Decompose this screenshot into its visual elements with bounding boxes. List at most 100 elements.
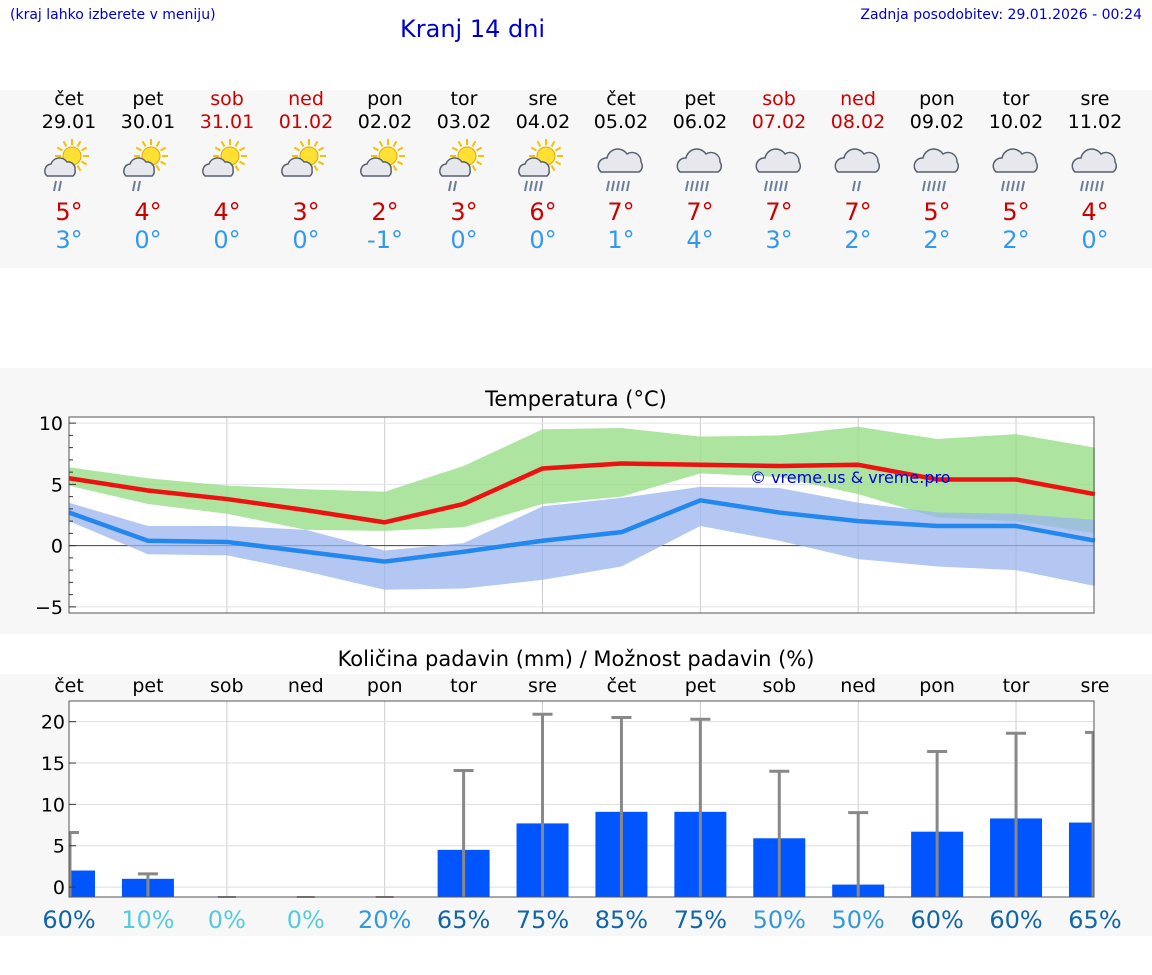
day-date: 03.02 (436, 111, 492, 133)
sun-cloud-icon (281, 139, 326, 177)
min-temperature: 0° (1081, 226, 1109, 254)
sun-cloud-icon (202, 139, 247, 177)
max-temperature: 4° (213, 198, 241, 226)
weather-icon-svg (281, 139, 326, 177)
weather-icon-svg (597, 148, 644, 192)
precipitation-probability: 0% (287, 906, 325, 934)
weather-icon-cell (424, 136, 504, 196)
day-label: pet (685, 675, 716, 697)
day-date: 08.02 (830, 111, 886, 133)
day-label: ned (840, 675, 876, 697)
max-temperature: 4° (134, 198, 162, 226)
cloud-heavy-rain-icon (676, 148, 723, 192)
weather-icon-cell (1055, 136, 1135, 196)
precipitation-chart-title: Količina padavin (mm) / Možnost padavin … (337, 647, 815, 671)
min-temperature: 0° (292, 226, 320, 254)
precipitation-bar (69, 870, 95, 897)
max-temperature: 5° (923, 198, 951, 226)
sun-cloud-rain-icon (439, 139, 484, 192)
day-date: 02.02 (357, 111, 413, 133)
weather-icon-svg (913, 148, 960, 192)
weather-icon-cell (660, 136, 740, 196)
min-temperature: 3° (55, 226, 83, 254)
location-hint: (kraj lahko izberete v meniju) (10, 7, 216, 23)
day-date: 07.02 (751, 111, 807, 133)
max-temperature: 2° (371, 198, 399, 226)
weather-icon-svg (360, 139, 405, 177)
min-temperature: 4° (686, 226, 714, 254)
day-label: pon (367, 675, 403, 697)
weather-icon-cell (581, 136, 661, 196)
day-name: sob (210, 88, 244, 110)
day-date: 01.02 (278, 111, 334, 133)
weather-icon-cell (739, 136, 819, 196)
forecast-band (0, 90, 1152, 268)
min-temperature: 2° (923, 226, 951, 254)
day-name: tor (450, 88, 478, 110)
day-label: čet (607, 675, 637, 697)
day-name: sre (1080, 88, 1110, 110)
sun-cloud-heavy-rain-icon (518, 139, 563, 192)
max-temperature: 7° (607, 198, 635, 226)
weather-icon-cell (345, 136, 425, 196)
weather-icon-cell (503, 136, 583, 196)
weather-icon-cell (187, 136, 267, 196)
weather-icon-cell (976, 136, 1056, 196)
sun-cloud-rain-icon (123, 139, 168, 192)
max-temperature: 7° (844, 198, 872, 226)
weather-icon-cell (108, 136, 188, 196)
y-tick-label: −5 (35, 597, 63, 619)
day-name: ned (288, 88, 324, 110)
precipitation-probability: 20% (358, 906, 411, 934)
cloud-rain-icon (834, 148, 881, 192)
temperature-chart-title: Temperatura (°C) (485, 387, 667, 411)
day-date: 29.01 (41, 111, 97, 133)
day-name: čet (606, 88, 636, 110)
precipitation-bar (1068, 822, 1094, 897)
precipitation-probability: 75% (516, 906, 569, 934)
max-temperature: 5° (55, 198, 83, 226)
max-temperature: 7° (765, 198, 793, 226)
day-date: 31.01 (199, 111, 255, 133)
day-label: sob (762, 675, 796, 697)
min-temperature: 1° (607, 226, 635, 254)
weather-icon-cell (266, 136, 346, 196)
min-temperature: 0° (213, 226, 241, 254)
weather-icon-svg (439, 139, 484, 192)
weather-icon-svg (1071, 148, 1118, 192)
precipitation-probability: 60% (989, 906, 1042, 934)
y-tick-label: 5 (51, 474, 63, 496)
cloud-heavy-rain-icon (1071, 148, 1118, 192)
page-title: Kranj 14 dni (400, 15, 546, 43)
weather-icon-svg (755, 148, 802, 192)
max-temperature: 6° (529, 198, 557, 226)
day-label: sob (210, 675, 244, 697)
max-temperature-line (68, 461, 1096, 525)
cloud-heavy-rain-icon (992, 148, 1039, 192)
cloud-heavy-rain-icon (755, 148, 802, 192)
y-tick-label: 0 (53, 877, 65, 899)
weather-icon-cell (818, 136, 898, 196)
plot-frame (68, 416, 1095, 614)
day-date: 09.02 (909, 111, 965, 133)
day-date: 11.02 (1067, 111, 1123, 133)
sun-cloud-rain-icon (44, 139, 89, 192)
min-temperature: 2° (844, 226, 872, 254)
day-date: 10.02 (988, 111, 1044, 133)
day-name: pon (919, 88, 955, 110)
precipitation-probability: 60% (910, 906, 963, 934)
precipitation-chart: čet pet sob ned pon tor sre čet pet sob ned pon tor s… (41, 675, 1122, 934)
weather-icon-svg (202, 139, 247, 177)
y-tick-label: 10 (39, 413, 63, 435)
min-temperature: 0° (529, 226, 557, 254)
min-temperature: 0° (450, 226, 478, 254)
day-label: sre (1080, 675, 1109, 697)
day-label: ned (288, 675, 324, 697)
day-label: sre (528, 675, 557, 697)
day-name: pet (132, 88, 164, 110)
min-temperature: 3° (765, 226, 793, 254)
cloud-heavy-rain-icon (913, 148, 960, 192)
day-label: tor (450, 675, 477, 697)
weather-icon-svg (992, 148, 1039, 192)
day-label: tor (1003, 675, 1030, 697)
